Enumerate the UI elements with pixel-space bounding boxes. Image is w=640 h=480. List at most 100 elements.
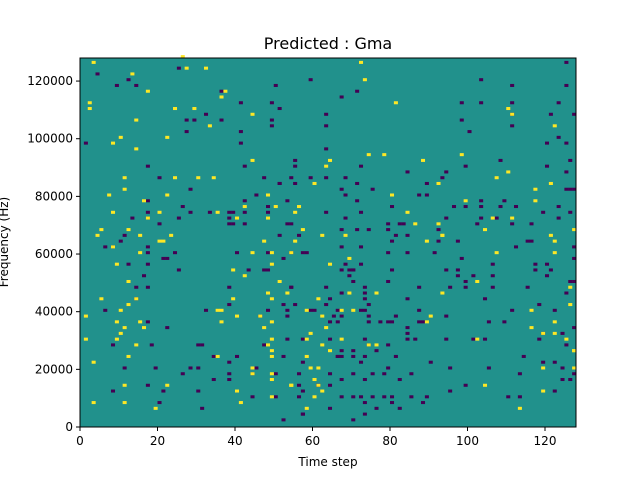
heatmap-cell-low: [390, 268, 395, 272]
y-axis-label: Frequency (Hz): [0, 197, 11, 288]
heatmap-cell-low: [417, 308, 422, 312]
heatmap-cell-high: [304, 406, 309, 410]
heatmap-cell-low: [409, 395, 414, 399]
heatmap-cell-low: [188, 366, 193, 370]
heatmap-cell-high: [428, 314, 433, 318]
heatmap-cell-low: [285, 308, 290, 312]
y-tick-label: 100000: [27, 132, 73, 146]
heatmap-cell-low: [238, 101, 243, 105]
heatmap-cell-high: [242, 274, 247, 278]
heatmap-cell-low: [459, 118, 464, 122]
heatmap-cell-high: [134, 343, 139, 347]
heatmap-cell-low: [483, 297, 488, 301]
heatmap-cell-low: [297, 383, 302, 387]
heatmap-cell-high: [304, 354, 309, 358]
heatmap-cell-low: [351, 395, 356, 399]
heatmap-cell-low: [200, 406, 205, 410]
heatmap-cell-high: [138, 233, 143, 237]
heatmap-cell-high: [142, 326, 147, 330]
heatmap-cell-low: [572, 256, 577, 260]
heatmap-cell-low: [386, 251, 391, 255]
heatmap-cell-low: [529, 222, 534, 226]
heatmap-cell-low: [572, 112, 577, 116]
heatmap-cell-low: [103, 245, 108, 249]
heatmap-cell-low: [308, 308, 313, 312]
heatmap-cell-low: [355, 228, 360, 232]
heatmap-cell-high: [266, 216, 271, 220]
heatmap-cell-low: [486, 366, 491, 370]
heatmap-cell-low: [211, 354, 216, 358]
heatmap-cell-low: [250, 395, 255, 399]
heatmap-cell-low: [83, 141, 88, 145]
heatmap-cell-high: [351, 308, 356, 312]
heatmap-cell-low: [421, 401, 426, 405]
heatmap-cell-low: [111, 343, 116, 347]
heatmap-cell-low: [471, 274, 476, 278]
heatmap-cell-low: [289, 176, 294, 180]
heatmap-cell-low: [514, 205, 519, 209]
heatmap-cell-high: [250, 158, 255, 162]
heatmap-cell-low: [417, 320, 422, 324]
heatmap-cell-low: [405, 251, 410, 255]
heatmap-cell-low: [231, 210, 236, 214]
heatmap-cell-high: [483, 383, 488, 387]
heatmap-cell-low: [405, 170, 410, 174]
heatmap-cell-low: [153, 366, 158, 370]
heatmap-cell-high: [173, 107, 178, 111]
heatmap-cell-low: [374, 349, 379, 353]
heatmap-cell-low: [180, 372, 185, 376]
heatmap-cell-low: [362, 285, 367, 289]
heatmap-cell-low: [355, 181, 360, 185]
heatmap-cell-high: [359, 60, 364, 64]
heatmap-cell-low: [269, 124, 274, 128]
heatmap-cell-high: [320, 314, 325, 318]
heatmap-cell-high: [250, 251, 255, 255]
heatmap-cell-low: [568, 377, 573, 382]
heatmap-cell-high: [114, 262, 119, 266]
heatmap-cell-high: [130, 72, 135, 76]
heatmap-cell-low: [479, 199, 484, 203]
heatmap-cell-low: [421, 320, 426, 324]
y-tick-label: 60000: [35, 247, 73, 261]
heatmap-cell-low: [506, 395, 511, 399]
heatmap-cell-high: [366, 153, 371, 157]
heatmap-cell-low: [134, 285, 139, 289]
heatmap-cell-high: [134, 147, 139, 151]
heatmap-cell-high: [153, 406, 158, 410]
heatmap-cell-high: [390, 193, 395, 197]
heatmap-cell-low: [390, 205, 395, 209]
heatmap-cell-low: [556, 135, 561, 139]
heatmap-cell-low: [145, 245, 150, 249]
heatmap-cell-high: [269, 354, 274, 358]
heatmap-cell-low: [165, 256, 170, 260]
heatmap-cell-low: [568, 158, 573, 162]
heatmap-cell-high: [316, 383, 321, 387]
heatmap-cell-low: [335, 354, 340, 358]
heatmap-cell-low: [533, 262, 538, 266]
heatmap-cell-low: [145, 262, 150, 266]
heatmap-cell-high: [424, 239, 429, 243]
heatmap-cell-high: [87, 107, 92, 111]
heatmap-cell-low: [227, 216, 232, 220]
heatmap-cell-high: [277, 279, 282, 284]
heatmap-cell-high: [87, 101, 92, 105]
y-tick-label: 80000: [35, 189, 73, 203]
heatmap-cell-high: [308, 331, 313, 335]
heatmap-cell-low: [366, 228, 371, 232]
heatmap-cell-low: [207, 210, 212, 214]
heatmap-cell-low: [273, 83, 278, 87]
heatmap-cell-high: [235, 314, 240, 318]
heatmap-cell-high: [297, 205, 302, 209]
heatmap-cell-low: [308, 176, 313, 180]
heatmap-cell-high: [529, 326, 534, 330]
heatmap-cell-low: [556, 101, 561, 105]
heatmap-cell-low: [246, 268, 251, 272]
heatmap-cell-low: [564, 83, 569, 87]
heatmap-cell-high: [215, 210, 220, 214]
heatmap-cell-high: [347, 256, 352, 260]
heatmap-cell-low: [297, 395, 302, 399]
heatmap-cell-low: [467, 130, 472, 134]
heatmap-cell-low: [347, 274, 352, 278]
x-tick-label: 0: [76, 434, 84, 448]
